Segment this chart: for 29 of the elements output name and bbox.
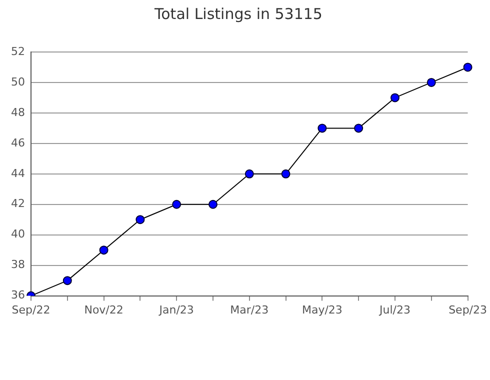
point [136,215,145,224]
point [244,169,254,178]
point [62,276,72,286]
y-tick-label: 50 [10,75,25,88]
point [99,246,108,255]
point [390,93,400,102]
point [281,169,290,178]
point [426,78,436,87]
y-tick-label: 52 [10,44,25,58]
chart-title: Total Listings in 53115 [154,4,322,23]
x-tick-label: May/23 [302,303,342,316]
y-tick-label: 48 [10,106,25,119]
y-tick-label: 36 [10,288,25,302]
point [172,200,182,209]
y-tick-label: 40 [10,228,25,241]
y-tick-label: 46 [10,136,25,150]
y-tick-label: 42 [10,197,25,210]
point [463,62,472,72]
y-tick-label: 38 [10,258,25,272]
point [354,124,364,133]
x-tick-label: Sep/23 [448,303,487,316]
x-tick-label: Mar/23 [230,303,269,316]
x-tick-label: Jan/23 [158,303,194,316]
x-tick-label: Nov/22 [84,303,124,316]
point [208,200,218,209]
point [318,124,327,133]
x-tick-label: Sep/22 [12,303,50,316]
x-tick-label: Jul/23 [378,303,410,316]
y-tick-label: 44 [10,166,25,180]
